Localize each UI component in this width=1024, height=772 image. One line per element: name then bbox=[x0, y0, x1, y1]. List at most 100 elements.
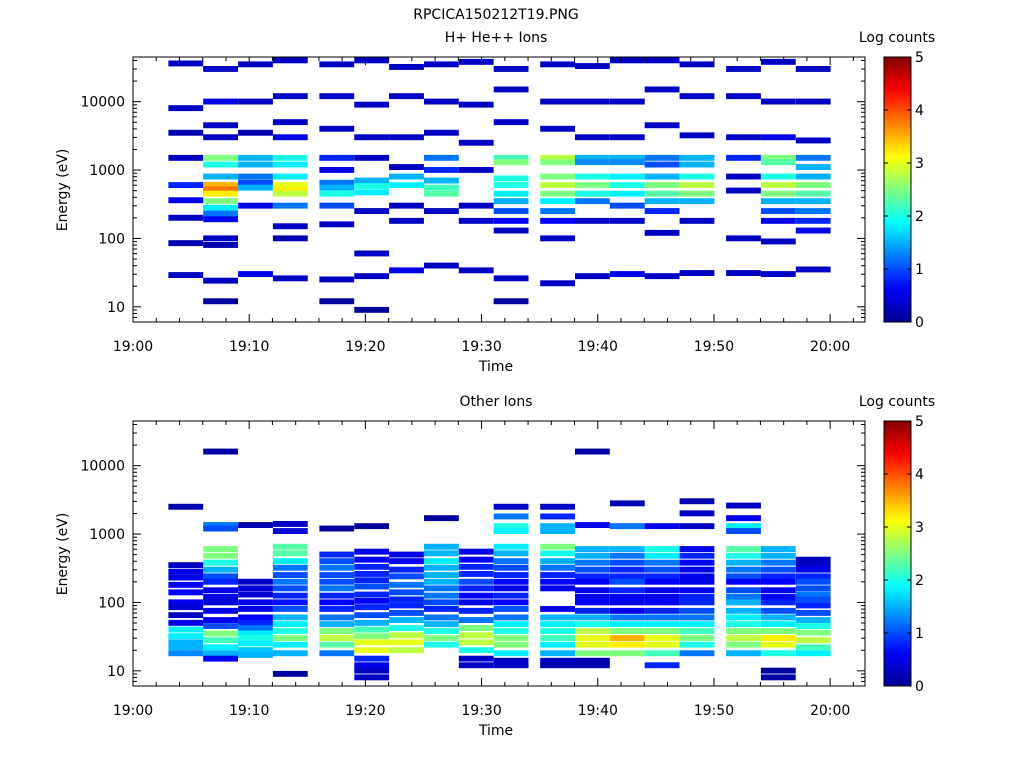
heatmap-cell bbox=[575, 159, 610, 166]
heatmap-cell bbox=[168, 182, 204, 188]
heatmap-cell bbox=[795, 562, 831, 569]
heatmap-cell bbox=[760, 217, 796, 224]
heatmap-cell bbox=[679, 161, 715, 168]
heatmap-cell bbox=[609, 190, 645, 197]
heatmap-cell bbox=[609, 566, 645, 573]
heatmap-cell bbox=[493, 621, 529, 628]
heatmap-cell bbox=[203, 573, 238, 580]
heatmap-cell bbox=[319, 635, 355, 641]
heatmap-cell bbox=[795, 182, 831, 188]
heatmap-cell bbox=[168, 650, 204, 657]
heatmap-cell bbox=[203, 617, 238, 623]
heatmap-cell bbox=[493, 543, 529, 550]
heatmap-cell bbox=[238, 585, 273, 592]
heatmap-cell bbox=[424, 515, 459, 522]
heatmap-cell bbox=[458, 267, 494, 274]
heatmap-cell bbox=[795, 198, 831, 205]
heatmap-cell bbox=[760, 641, 796, 648]
x-tick-label: 19:50 bbox=[694, 339, 734, 355]
heatmap-cell bbox=[679, 635, 715, 641]
heatmap-cell bbox=[575, 173, 610, 180]
heatmap-cell bbox=[644, 86, 680, 93]
heatmap-cell bbox=[354, 183, 390, 190]
heatmap-cell bbox=[238, 652, 273, 658]
heatmap-cell bbox=[168, 626, 204, 633]
heatmap-cell bbox=[168, 240, 204, 247]
heatmap-cell bbox=[354, 577, 390, 584]
heatmap-cell bbox=[354, 674, 390, 681]
heatmap-cell bbox=[458, 578, 494, 585]
heatmap-cell bbox=[575, 546, 610, 552]
colorbar-label: Log counts bbox=[859, 30, 935, 46]
heatmap-cell bbox=[493, 275, 529, 282]
heatmap-cell bbox=[389, 558, 424, 565]
plot-frame bbox=[132, 56, 866, 323]
heatmap-cell bbox=[575, 593, 610, 600]
y-tick-label: 10000 bbox=[80, 95, 125, 111]
x-tick-label: 19:40 bbox=[578, 703, 618, 719]
heatmap-cell bbox=[389, 647, 424, 654]
heatmap-cell bbox=[272, 635, 308, 641]
heatmap-cell bbox=[319, 614, 355, 621]
heatmap-cell bbox=[458, 101, 494, 108]
y-tick-label: 100 bbox=[98, 231, 125, 247]
heatmap-cell bbox=[540, 173, 575, 180]
heatmap-cell bbox=[795, 190, 831, 197]
heatmap-cell bbox=[575, 154, 610, 161]
heatmap-cell bbox=[575, 559, 610, 566]
heatmap-cell bbox=[609, 182, 645, 188]
heatmap-cell bbox=[644, 182, 680, 188]
heatmap-cell bbox=[389, 573, 424, 580]
heatmap-cell bbox=[354, 612, 390, 619]
heatmap-cell bbox=[458, 662, 494, 669]
heatmap-cell bbox=[354, 662, 390, 669]
heatmap-cell bbox=[726, 599, 761, 606]
heatmap-cell bbox=[424, 558, 459, 565]
heatmap-cell bbox=[203, 599, 238, 606]
heatmap-cell bbox=[679, 198, 715, 205]
heatmap-cell bbox=[354, 647, 390, 654]
heatmap-cell bbox=[726, 650, 761, 657]
heatmap-cell bbox=[319, 585, 355, 592]
x-tick-label: 19:10 bbox=[229, 703, 269, 719]
heatmap-cell bbox=[760, 607, 796, 614]
heatmap-cell bbox=[644, 641, 680, 648]
heatmap-cell bbox=[424, 550, 459, 557]
heatmap-cell bbox=[575, 635, 610, 641]
heatmap-cell bbox=[726, 593, 761, 600]
heatmap-cell bbox=[540, 572, 575, 578]
heatmap-cell bbox=[203, 637, 238, 644]
heatmap-cell bbox=[493, 585, 529, 592]
heatmap-cell bbox=[644, 154, 680, 161]
heatmap-cell bbox=[389, 602, 424, 609]
heatmap-cell bbox=[389, 632, 424, 639]
heatmap-cell bbox=[726, 566, 761, 573]
heatmap-cell bbox=[644, 122, 680, 129]
heatmap-cell bbox=[354, 523, 390, 530]
heatmap-cell bbox=[272, 275, 308, 282]
heatmap-cell bbox=[795, 585, 831, 592]
heatmap-cell bbox=[609, 635, 645, 641]
heatmap-cell bbox=[726, 515, 761, 522]
heatmap-cell bbox=[354, 177, 390, 184]
heatmap-cell bbox=[203, 182, 238, 188]
heatmap-cell bbox=[203, 161, 238, 168]
heatmap-cell bbox=[609, 546, 645, 552]
heatmap-cell bbox=[389, 134, 424, 141]
heatmap-cell bbox=[540, 614, 575, 621]
heatmap-cell bbox=[575, 552, 610, 559]
heatmap-cell bbox=[272, 670, 308, 677]
heatmap-cell bbox=[168, 129, 204, 136]
heatmap-cell bbox=[238, 619, 273, 626]
heatmap-cell bbox=[609, 202, 645, 209]
heatmap-cell bbox=[168, 604, 204, 611]
heatmap-cell bbox=[493, 119, 529, 126]
heatmap-cell bbox=[679, 566, 715, 573]
heatmap-cell bbox=[238, 647, 273, 654]
heatmap-cell bbox=[795, 637, 831, 644]
heatmap-cell bbox=[760, 559, 796, 566]
heatmap-cell bbox=[644, 614, 680, 621]
heatmap-cell bbox=[424, 585, 459, 592]
heatmap-cell bbox=[575, 63, 610, 69]
